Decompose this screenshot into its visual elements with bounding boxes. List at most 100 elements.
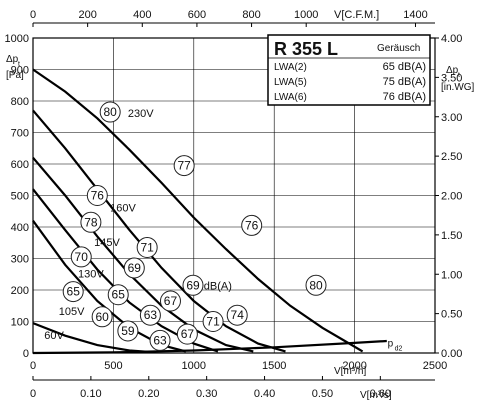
noise-point-18 [176,323,198,345]
noise-label-13: 60 [95,310,109,324]
y-right-label-sub: t [458,72,460,79]
noise-label-4: 76 [91,189,105,203]
x-bottom-tick-500: 500 [104,360,122,372]
noise-point-12 [159,290,181,312]
legend-header: Geräusch [377,43,420,54]
noise-point-5 [80,211,102,233]
noise-point-14 [139,304,161,326]
noise-label-8: 69 [128,261,142,275]
legend-row-1-value: 65 dB(A) [383,61,426,73]
x-secondary-tick-0.30: 0.30 [196,388,217,400]
y-right-tick-4.00: 4.00 [441,33,462,45]
noise-label-12: 67 [164,294,178,308]
noise-point-11 [107,284,129,306]
legend-box: R 355 L Geräusch LWA(2) 65 dB(A) LWA(5) … [267,34,431,106]
x-top-tick-400: 400 [133,9,151,21]
noise-point-7 [70,246,92,268]
noise-label-9: 69 [186,278,200,292]
y-left-unit: [Pa] [6,70,24,81]
noise-point-1 [173,155,195,177]
noise-point-6 [136,236,158,258]
y-left-tick-500: 500 [11,191,29,203]
y-left-tick-200: 200 [11,285,29,297]
y-right-tick-1.50: 1.50 [441,230,462,242]
noise-point-2 [241,214,263,236]
x-bottom-tick-0: 0 [30,360,36,372]
noise-point-4 [86,185,108,206]
curve-label-130v: 130V [78,268,104,280]
axis-labels: Δp t [Pa] Δp t [in.WG] V[C.F.M.] V[m³/h]… [6,9,475,401]
noise-label-11: 65 [112,288,126,302]
axis-ticks: 010020030040050060070080090010000.000.50… [5,9,463,400]
pd2-label-sub: d2 [395,346,403,353]
curve-p_d2 [32,339,387,355]
noise-point-0 [99,101,121,123]
y-right-label: Δp [446,65,459,76]
x-secondary-tick-0.20: 0.20 [138,388,159,400]
y-left-label: Δp [6,54,19,65]
pd2-label: p d2 [388,339,403,353]
y-left-tick-300: 300 [11,254,29,266]
noise-label-7: 70 [75,250,89,264]
x-secondary-tick-0.40: 0.40 [254,388,275,400]
noise-point-9 [182,274,204,296]
y-left-tick-600: 600 [11,159,29,171]
noise-point-15 [202,311,224,332]
noise-point-10 [62,281,84,303]
noise-label-15: 71 [206,315,220,329]
noise-point-16 [226,304,248,326]
curve-230v [32,68,364,353]
y-left-label-sub: t [18,61,20,68]
noise-label-14: 63 [144,308,158,322]
noise-label-17: 59 [121,324,135,338]
y-right-tick-2.00: 2.00 [441,191,462,203]
noise-label-18: 67 [181,327,195,341]
y-right-tick-3.00: 3.00 [441,112,462,124]
curve-label-145v: 145V [94,237,120,249]
y-right-tick-1.00: 1.00 [441,269,462,281]
x-bottom-tick-1000: 1000 [182,360,206,372]
fan-curves [32,68,387,355]
legend-row-2-label: LWA(5) [274,77,307,88]
noise-point-17 [117,320,139,342]
noise-label-6: 71 [140,240,154,254]
y-right-tick-2.50: 2.50 [441,151,462,163]
curve-label-230v: 230V [128,108,154,120]
pd2-label-text: p [388,339,394,350]
x-secondary-tick-0: 0 [30,388,36,400]
legend-row-2-value: 75 dB(A) [383,76,426,88]
y-right-tick-3.50: 3.50 [441,72,462,84]
y-right-tick-0.00: 0.00 [441,348,462,360]
noise-point-19 [149,329,171,351]
curve-160v [32,109,286,353]
x-bottom-label: V[m³/h] [334,366,366,377]
y-left-tick-100: 100 [11,317,29,329]
x-bottom-tick-1500: 1500 [262,360,286,372]
y-left-tick-700: 700 [11,128,29,140]
x-secondary-tick-0.10: 0.10 [80,388,101,400]
x-top-tick-0: 0 [30,9,36,21]
noise-label-5: 78 [84,215,98,229]
x-secondary-tick-0.50: 0.50 [312,388,333,400]
curve-labels: 230V 160V 145V 130V 105V 60V [44,108,154,342]
noise-label-0: 80 [104,105,118,119]
noise-label-1: 77 [177,159,191,173]
x-top-tick-1400: 1400 [403,9,427,21]
noise-label-2: 76 [245,218,259,232]
curve-label-60v: 60V [44,330,64,342]
noise-point-13 [91,306,113,328]
noise-label-16: 74 [231,308,245,322]
y-right-unit: [in.WG] [441,82,475,93]
x-bottom-secondary-label: V[m³/s] [360,390,392,401]
y-left-tick-800: 800 [11,96,29,108]
y-right-tick-0.50: 0.50 [441,309,462,321]
x-top-label: V[C.F.M.] [334,9,379,21]
legend-row-3-value: 76 dB(A) [383,91,426,103]
y-left-tick-0: 0 [23,348,29,360]
curve-label-160v: 160V [110,202,136,214]
y-left-tick-1000: 1000 [5,33,29,45]
curve-130v [32,188,219,353]
x-secondary-tick-0.60: 0.60 [370,388,391,400]
y-left-tick-400: 400 [11,222,29,234]
